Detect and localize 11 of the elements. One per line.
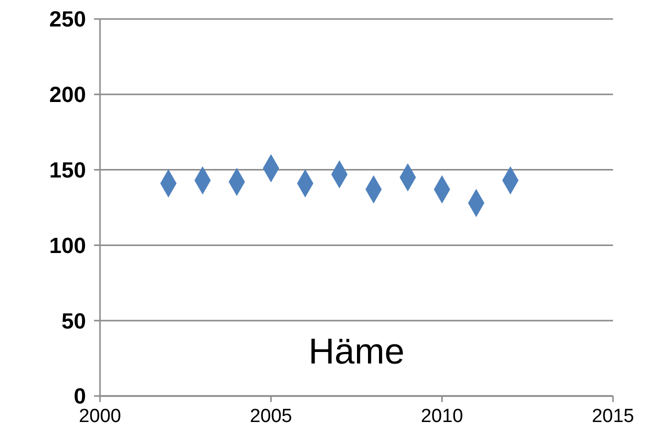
y-tick-label: 50 bbox=[62, 308, 86, 334]
annotation: Häme bbox=[308, 330, 405, 372]
y-tick-label: 100 bbox=[49, 232, 86, 258]
x-tick-label: 2005 bbox=[250, 406, 292, 427]
x-tick-label: 2010 bbox=[420, 406, 464, 427]
y-tick-label: 250 bbox=[49, 6, 86, 32]
x-tick-label: 2015 bbox=[592, 406, 634, 427]
y-tick-label: 150 bbox=[49, 158, 86, 182]
y-tick-label: 0 bbox=[74, 384, 86, 409]
x-tick-label: 2000 bbox=[78, 406, 122, 427]
y-tick-label: 200 bbox=[49, 82, 86, 108]
